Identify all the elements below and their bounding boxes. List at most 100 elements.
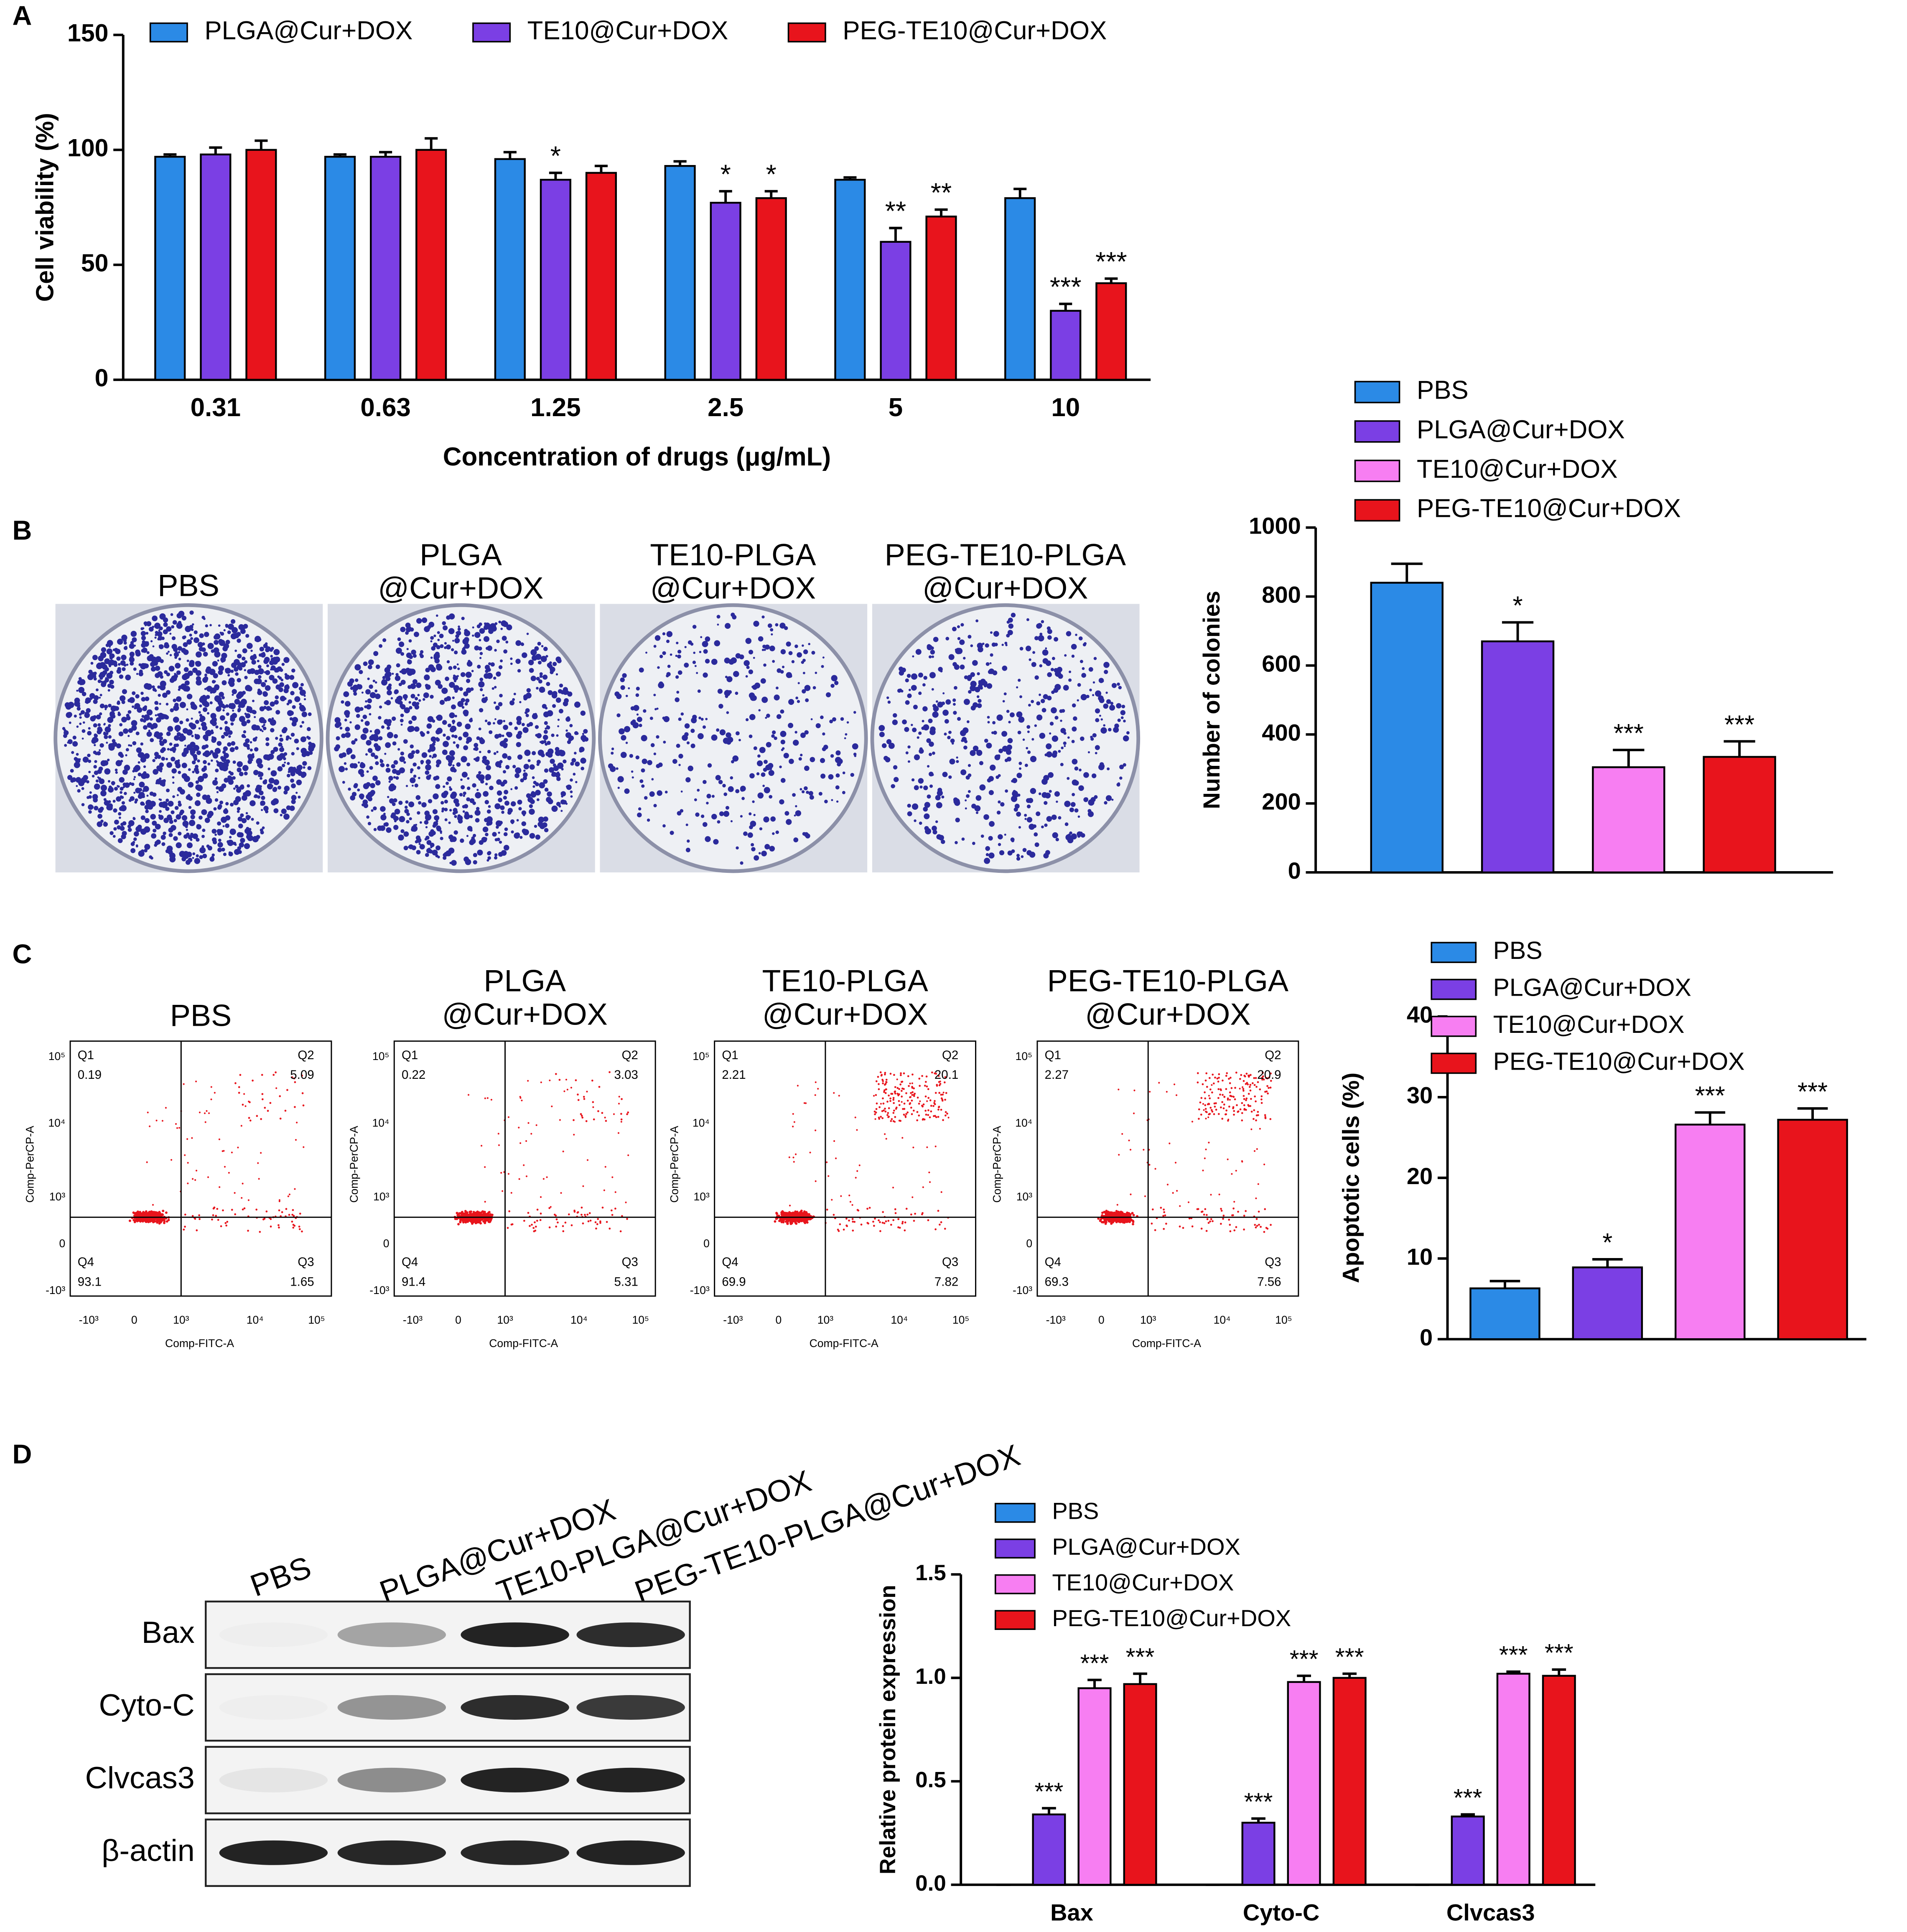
colony [561, 795, 564, 798]
image-title: TE10-PLGA [650, 537, 816, 572]
bar [1674, 1124, 1746, 1340]
colony [145, 632, 149, 635]
colony [535, 782, 539, 786]
bar [324, 155, 356, 381]
y-tick-label: 10⁵ [48, 1050, 65, 1063]
event [610, 1209, 613, 1212]
colony [62, 727, 66, 730]
event [163, 1221, 165, 1224]
colony [479, 751, 481, 753]
colony [155, 782, 158, 785]
colony [179, 851, 186, 857]
colony [911, 673, 918, 680]
colony [397, 748, 400, 751]
colony [823, 745, 828, 750]
colony [569, 724, 573, 727]
colony [443, 856, 447, 860]
event [594, 1221, 597, 1223]
colony [87, 753, 91, 758]
colony [835, 785, 840, 790]
colony [211, 738, 216, 743]
colony [355, 678, 359, 682]
colony [1074, 766, 1079, 771]
colony [1060, 719, 1062, 722]
event [207, 1176, 209, 1178]
event [135, 1211, 138, 1214]
colony [924, 826, 929, 831]
panel-label: B [12, 515, 32, 546]
event [484, 1220, 487, 1222]
colony [139, 669, 143, 674]
colony [392, 786, 396, 791]
event [278, 1200, 280, 1202]
colony [189, 610, 194, 615]
colony [1024, 813, 1027, 817]
event [194, 1218, 196, 1220]
colony [100, 790, 107, 797]
colony [109, 671, 114, 675]
event [497, 1133, 499, 1135]
colony [582, 738, 586, 742]
event [566, 1088, 568, 1091]
colony [467, 777, 470, 780]
event [582, 1222, 584, 1225]
colony [892, 719, 898, 725]
event [301, 1092, 304, 1094]
colony [132, 841, 135, 844]
event [583, 1098, 586, 1100]
event [592, 1101, 594, 1103]
colony [517, 669, 521, 673]
colony [239, 772, 244, 776]
event [150, 1210, 153, 1213]
colony [68, 775, 72, 779]
colony [628, 687, 630, 689]
colony [835, 757, 842, 763]
colony [120, 826, 125, 831]
colony [470, 687, 474, 691]
colony [103, 732, 106, 734]
colony [486, 859, 489, 862]
colony [94, 733, 97, 737]
colony [1095, 718, 1100, 722]
colony [386, 668, 389, 671]
event [620, 1118, 623, 1121]
colony [452, 764, 455, 767]
colony [375, 780, 381, 786]
significance-label: *** [1545, 1640, 1573, 1667]
colony [148, 730, 150, 732]
colony [214, 686, 219, 691]
colony [125, 754, 127, 757]
colony [186, 694, 193, 699]
colony [975, 686, 980, 693]
colony [498, 798, 503, 803]
colony [479, 628, 485, 634]
colony [154, 844, 158, 847]
colony [237, 638, 241, 643]
colony [112, 742, 117, 747]
colony [954, 686, 957, 690]
colony [162, 692, 168, 698]
colony [621, 735, 626, 741]
colony [983, 814, 989, 820]
colony [237, 708, 241, 712]
colony [456, 762, 461, 767]
colony [692, 661, 696, 664]
colony [420, 650, 424, 654]
colony [182, 674, 188, 680]
colony [779, 623, 786, 629]
colony [769, 646, 775, 651]
colony [451, 860, 457, 866]
colony [990, 765, 996, 771]
colony [935, 795, 941, 801]
event [563, 1090, 565, 1092]
colony [415, 749, 420, 754]
colony [181, 752, 187, 757]
colony [987, 721, 990, 724]
colony [466, 835, 469, 837]
quadrant-name: Q4 [78, 1255, 94, 1269]
error-bar [673, 160, 687, 166]
colony [754, 855, 759, 861]
colony [570, 795, 573, 798]
colony [534, 825, 537, 828]
colony [1034, 832, 1038, 837]
